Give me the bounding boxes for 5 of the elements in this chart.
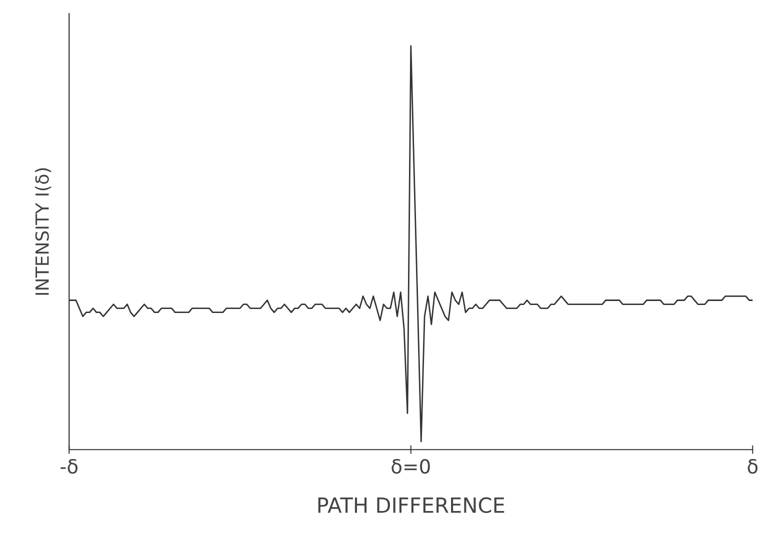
x-axis-title: PATH DIFFERENCE: [318, 497, 504, 514]
y-axis-title: INTENSITY I(δ): [35, 168, 52, 295]
x-tick-label: δ=0: [392, 458, 430, 474]
x-tick-label: -δ: [60, 458, 78, 474]
x-tick-label: δ: [748, 458, 758, 474]
